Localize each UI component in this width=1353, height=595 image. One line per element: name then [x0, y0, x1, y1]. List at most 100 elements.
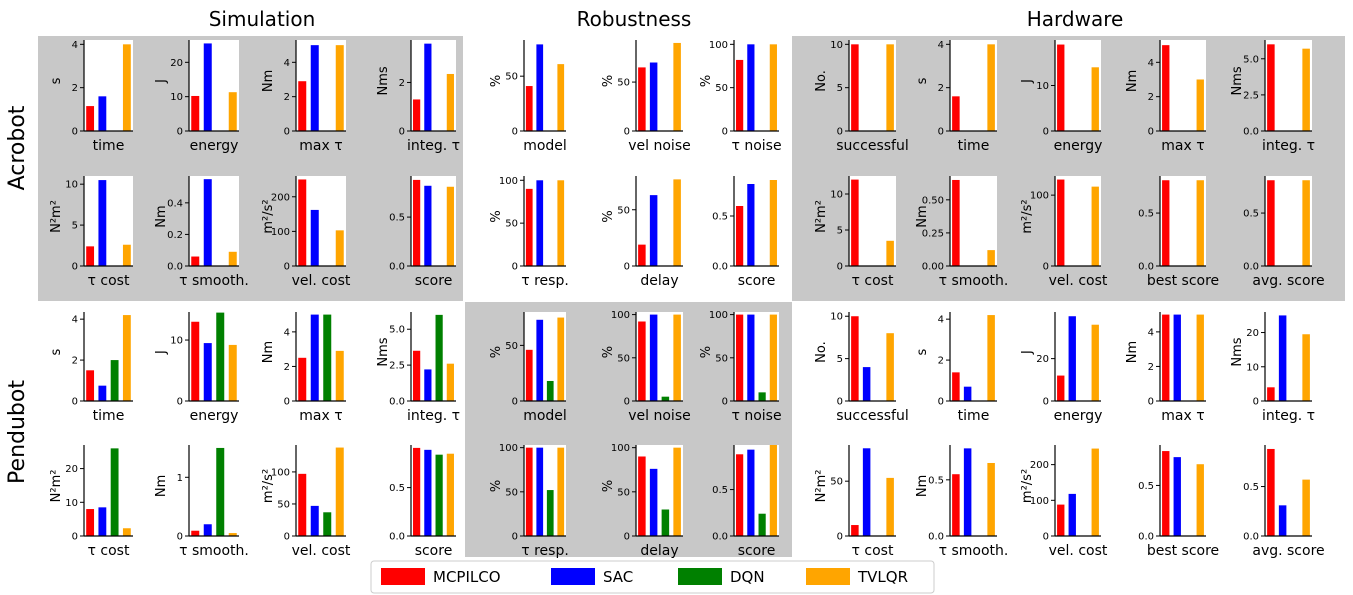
row-label-pendubot: Pendubot: [5, 380, 30, 484]
subplot-acrobot-hardware-time: 0 2 4 s time: [915, 40, 997, 154]
x-axis-label: successful: [836, 138, 908, 154]
x-axis-label: model: [523, 138, 567, 154]
section-title-robustness: Robustness: [577, 7, 692, 31]
bar-sac: [963, 386, 972, 401]
y-tick-label: 0: [512, 127, 518, 138]
y-axis-label: N²m²: [814, 470, 829, 503]
y-tick-label: 0.5: [1243, 209, 1259, 220]
y-tick-label: 0.0: [1243, 262, 1259, 273]
x-axis-label: τ smooth.: [939, 543, 1009, 559]
y-tick-label: 0.5: [1138, 209, 1154, 220]
bar-tvlqr: [1196, 79, 1204, 131]
y-tick-label: 5: [837, 226, 843, 237]
bar-sac: [649, 314, 658, 401]
bar-tvlqr: [335, 447, 344, 536]
bar-mcpilco: [191, 256, 200, 266]
x-axis-label: τ resp.: [521, 273, 569, 289]
y-tick-label: 0.0: [1243, 127, 1259, 138]
subplot-pendubot-hardware-smooth: 0.0 0.5Nm τ smooth.: [915, 445, 1008, 559]
y-tick-label: 0: [72, 127, 78, 138]
legend-swatch-sac: [551, 568, 595, 585]
legend-swatch-tvlqr: [806, 568, 850, 585]
x-axis-label: integ. τ: [407, 408, 460, 424]
bar-tvlqr: [886, 333, 894, 401]
x-axis-label: max τ: [299, 138, 342, 154]
y-tick-label: 10: [170, 336, 183, 347]
bar-sac: [747, 314, 755, 401]
bar-sac: [424, 449, 432, 536]
x-axis-label: energy: [1054, 408, 1103, 424]
bar-sac: [649, 195, 658, 267]
y-tick-label: 2: [284, 362, 290, 373]
bar-mcpilco: [952, 372, 960, 401]
bar-tvlqr: [446, 186, 454, 266]
bar-mcpilco: [413, 350, 421, 401]
subplot-acrobot-hardware-max: 0 2 4 Nm max τ: [1125, 40, 1206, 154]
row-label-acrobot: Acrobot: [5, 105, 30, 190]
subplot-acrobot-robustness-score: 0.0 0.5 score: [712, 176, 779, 289]
x-axis-label: max τ: [1161, 408, 1204, 424]
y-tick-label: 4: [72, 315, 78, 326]
bar-tvlqr: [987, 250, 995, 266]
subplot-acrobot-simulation-integ: 0 2 Nms integ. τ: [376, 40, 460, 154]
y-axis-label: Nms: [1230, 66, 1245, 95]
bar-tvlqr: [886, 477, 894, 536]
y-tick-label: 0: [512, 532, 518, 543]
bar-dqn: [661, 396, 670, 401]
bar-tvlqr: [1091, 67, 1099, 131]
plot-area: [189, 176, 239, 266]
bar-mcpilco: [851, 525, 859, 536]
x-axis-label: vel noise: [628, 138, 690, 154]
y-axis-label: s: [49, 348, 64, 355]
y-tick-label: 100: [611, 310, 630, 321]
subplot-pendubot-robustness-delay: 0 50 100% delay: [601, 443, 683, 559]
bar-tvlqr: [886, 240, 894, 266]
bar-tvlqr: [673, 447, 681, 536]
x-axis-label: energy: [190, 408, 239, 424]
y-tick-label: 2.5: [1243, 90, 1259, 101]
bar-tvlqr: [335, 230, 344, 266]
bar-mcpilco: [86, 509, 95, 536]
y-tick-label: 10: [65, 498, 78, 509]
bar-mcpilco: [638, 456, 646, 536]
bar-tvlqr: [1091, 448, 1099, 536]
plot-area: [189, 445, 239, 536]
y-tick-label: 50: [277, 499, 290, 510]
bar-tvlqr: [122, 528, 131, 536]
x-axis-label: successful: [836, 408, 908, 424]
y-tick-label: 100: [499, 176, 518, 187]
bar-sac: [747, 449, 755, 536]
bar-tvlqr: [228, 533, 237, 536]
x-axis-label: vel noise: [628, 408, 690, 424]
bar-mcpilco: [952, 96, 960, 131]
subplot-pendubot-simulation-smooth: 0 1 Nm τ smooth.: [154, 445, 249, 559]
y-tick-label: 0: [1043, 127, 1049, 138]
bar-sac: [203, 43, 212, 131]
y-tick-label: 50: [617, 205, 630, 216]
bar-mcpilco: [1057, 179, 1065, 266]
x-axis-label: τ noise: [731, 408, 781, 424]
bar-tvlqr: [557, 64, 565, 131]
x-axis-label: max τ: [1161, 138, 1204, 154]
x-axis-label: model: [523, 408, 567, 424]
bar-sac: [1278, 505, 1287, 536]
y-axis-label: Nm: [261, 341, 276, 363]
bar-mcpilco: [736, 454, 744, 536]
y-axis-label: %: [489, 346, 504, 358]
y-tick-label: 50: [505, 487, 518, 498]
bar-mcpilco: [86, 246, 95, 266]
y-axis-label: J: [1020, 350, 1035, 355]
y-tick-label: 100: [1030, 191, 1049, 202]
y-axis-label: Nm: [915, 205, 930, 227]
y-tick-label: 5.0: [389, 325, 405, 336]
x-axis-label: τ cost: [88, 273, 130, 289]
bar-tvlqr: [557, 447, 565, 536]
x-axis-label: best score: [1147, 543, 1219, 559]
bar-tvlqr: [769, 180, 777, 266]
x-axis-label: time: [93, 408, 125, 424]
bar-dqn: [661, 509, 670, 536]
